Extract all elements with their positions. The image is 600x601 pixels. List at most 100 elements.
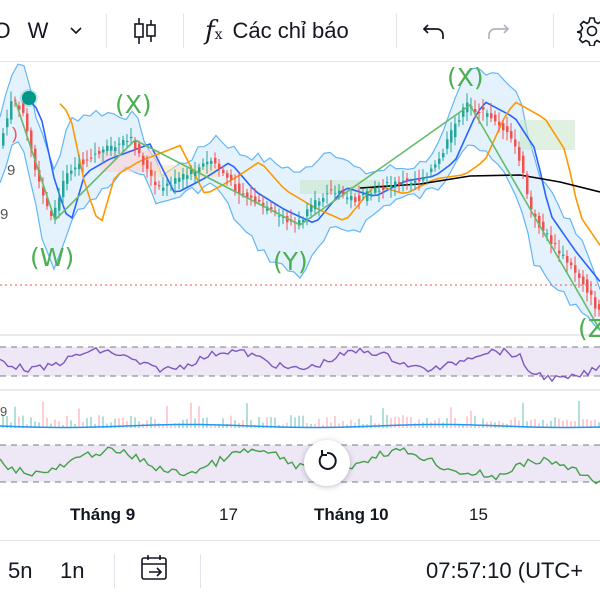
candle-body [150, 169, 153, 176]
volume-bar [382, 408, 384, 428]
range-5n-button[interactable]: 5n [8, 541, 32, 601]
volume-bar [370, 415, 372, 428]
volume-bar [510, 419, 512, 428]
candle-body [254, 196, 257, 204]
reset-chart-button[interactable] [304, 440, 350, 486]
chart-type-button[interactable] [120, 0, 170, 62]
candle-body [202, 163, 205, 167]
volume-bar [126, 421, 128, 428]
toolbar-divider [553, 14, 554, 48]
volume-bars [2, 401, 600, 428]
candle-body [418, 178, 421, 181]
volume-bar [10, 422, 12, 428]
candle-body [302, 220, 305, 223]
candle-body [590, 290, 593, 295]
volume-bar [190, 402, 192, 428]
candle-body [74, 167, 77, 170]
candle-body [594, 297, 597, 309]
volume-bar [314, 423, 316, 428]
candle-body [114, 147, 117, 152]
fx-icon: fx [205, 16, 223, 46]
cloud-patch [520, 120, 575, 150]
volume-bar [574, 421, 576, 428]
candle-body [330, 189, 333, 191]
candle-body [234, 184, 237, 192]
volume-bar [210, 424, 212, 428]
candle-body [70, 170, 73, 174]
volume-bar [18, 416, 20, 428]
goto-date-button[interactable] [140, 541, 170, 601]
volume-bar [482, 418, 484, 428]
candle-body [282, 216, 285, 218]
candle-body [566, 255, 569, 263]
volume-bar [138, 421, 140, 428]
price-label-fragment: 9 [7, 162, 16, 179]
settings-button[interactable] [572, 0, 600, 62]
wave-lines [14, 99, 600, 331]
range-1n-label: 1n [60, 558, 85, 583]
volume-bar [46, 417, 48, 428]
volume-bar [446, 418, 448, 428]
candle-body [250, 195, 253, 198]
volume-bar [310, 423, 312, 428]
candle-body [478, 111, 481, 113]
symbol-label[interactable]: O [0, 0, 16, 62]
volume-bar [154, 419, 156, 428]
bollinger-lower [0, 141, 600, 331]
rsi-line [0, 347, 600, 383]
candle-body [502, 123, 505, 131]
indicators-button[interactable]: fx Các chỉ báo [205, 0, 377, 62]
volume-bar [22, 415, 24, 428]
candles-icon [132, 16, 158, 46]
volume-bar [170, 423, 172, 428]
candle-body [102, 149, 105, 153]
wave-label-z: (Z [578, 314, 600, 343]
candle-body [350, 195, 353, 201]
candle-body [322, 198, 325, 202]
candle-body [498, 121, 501, 126]
range-1n-button[interactable]: 1n [60, 541, 84, 601]
volume-bar [110, 422, 112, 428]
volume-bar [34, 421, 36, 428]
volume-bar [26, 423, 28, 428]
x-axis-label: 15 [469, 505, 488, 524]
volume-bar [546, 423, 548, 428]
candle-body [158, 185, 161, 187]
candle-body [482, 107, 485, 110]
candle-body [518, 147, 521, 161]
volume-bar [342, 421, 344, 428]
volume-bar [178, 423, 180, 428]
volume-bar [438, 418, 440, 428]
interval-selector[interactable]: W [24, 0, 86, 62]
candle-body [402, 180, 405, 182]
volume-bar [326, 417, 328, 428]
candle-body [414, 180, 417, 183]
candle-body [194, 172, 197, 176]
volume-bar [90, 416, 92, 428]
reset-icon [314, 448, 340, 479]
volume-bar [258, 417, 260, 428]
candle-body [62, 180, 65, 198]
candle-body [530, 196, 533, 210]
volume-bar [566, 419, 568, 428]
price-label-fragment: 9 [0, 206, 9, 223]
volume-bar [338, 423, 340, 428]
volume-bar [114, 418, 116, 428]
volume-bar [286, 422, 288, 428]
candle-body [222, 169, 225, 174]
undo-button[interactable] [414, 0, 454, 62]
candle-body [406, 178, 409, 181]
candle-body [262, 202, 265, 208]
volume-bar [514, 416, 516, 428]
candle-body [598, 304, 600, 310]
price-chart[interactable] [0, 62, 600, 532]
volume-bar [562, 420, 564, 428]
candle-body [474, 109, 477, 113]
last-point-marker[interactable] [22, 91, 36, 105]
candle-body [386, 182, 389, 184]
redo-button[interactable] [478, 0, 518, 62]
volume-bar [406, 416, 408, 428]
clock-timezone-button[interactable]: 07:57:10 (UTC+ [426, 541, 583, 601]
candle-body [346, 197, 349, 200]
top-toolbar: O W fx Các chỉ báo [0, 0, 600, 62]
